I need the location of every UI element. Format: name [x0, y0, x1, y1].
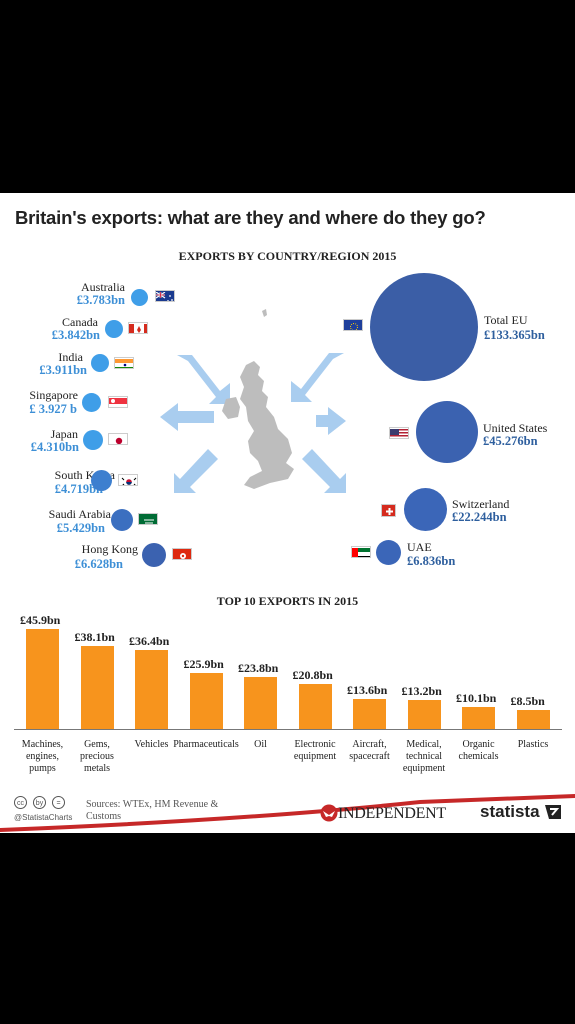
bar: [516, 710, 550, 729]
statista-logo: statista: [480, 802, 540, 821]
bar-category-label: Machines, engines, pumps: [21, 739, 64, 774]
cc-icon: cc: [14, 796, 27, 809]
bar-category-label: Organic chemicals: [458, 739, 499, 762]
bar-value-label: £20.8bn: [292, 667, 333, 682]
bar: [353, 699, 386, 729]
footer-red-swoosh: [0, 794, 575, 832]
bar-value-label: £45.9bn: [20, 613, 61, 627]
country-bubble: [83, 430, 103, 450]
country-value: £3.783bn: [76, 293, 125, 307]
country-value: £4.310bn: [30, 440, 79, 454]
country-name: Hong Kong: [81, 542, 138, 556]
bar-section-title: TOP 10 EXPORTS IN 2015: [216, 594, 359, 608]
region-value: £45.276bn: [483, 434, 538, 448]
country-bubble: [131, 289, 148, 306]
japan-flag-icon: [108, 433, 128, 445]
bar-category-label: Plastics: [517, 739, 549, 750]
by-icon: by: [33, 796, 46, 809]
uk-map-graphic: [160, 309, 346, 493]
bar-category-label: Medical, technical equipment: [402, 739, 446, 774]
region-name: UAE: [407, 540, 432, 554]
usa-flag-icon: [389, 427, 409, 439]
bar-value-label: £36.4bn: [129, 633, 170, 648]
sources-text: Sources: WTEx, HM Revenue & Customs: [86, 799, 219, 822]
bar-value-label: £13.6bn: [347, 683, 388, 698]
bar-value-label: £10.1bn: [456, 690, 497, 705]
bar-category-label: Oil: [254, 739, 267, 750]
page-title: Britain's exports: what are they and whe…: [15, 207, 486, 228]
nd-icon: =: [52, 796, 65, 809]
bar: [462, 706, 495, 729]
region-name: Total EU: [484, 313, 528, 327]
bar-category-label: Electronic equipment: [293, 739, 337, 762]
country-value: £3.911bn: [39, 363, 87, 377]
south-korea-flag-icon: [118, 474, 138, 486]
bar: [80, 645, 114, 729]
bar-category-label: Aircraft, spacecraft: [349, 739, 390, 762]
bar-value-label: £25.9bn: [183, 656, 224, 671]
saudi-arabia-flag-icon: [138, 513, 158, 525]
country-value: £5.429bn: [56, 521, 105, 535]
canada-flag-icon: [128, 322, 148, 334]
eagle-icon: [320, 804, 338, 822]
hong-kong-flag-icon: [172, 548, 192, 560]
switzerland-flag-icon: [381, 504, 396, 517]
country-bubble: [91, 354, 109, 372]
bar: [189, 672, 223, 729]
map-section-title: EXPORTS BY COUNTRY/REGION 2015: [178, 249, 397, 263]
country-name: Singapore: [29, 388, 78, 402]
statista-handle: @StatistaCharts: [14, 813, 73, 822]
country-name: India: [58, 350, 83, 364]
region-value: £22.244bn: [452, 510, 507, 524]
country-value: £ 3.927 b: [29, 402, 77, 416]
country-bubble: [82, 393, 101, 412]
india-flag-icon: [114, 357, 134, 369]
bar-category-label: Vehicles: [134, 739, 169, 750]
region-name: United States: [483, 421, 548, 435]
country-bubble: [91, 470, 112, 491]
arrow-icons: [160, 353, 346, 493]
region-value: £6.836bn: [407, 554, 456, 568]
bar-chart: £45.9bn Machines, engines, pumps £38.1bn Ge…: [0, 193, 575, 793]
bar: [135, 649, 168, 729]
statista-mark-icon: [545, 805, 561, 819]
country-name: Saudi Arabia: [48, 507, 111, 521]
bar: [407, 700, 441, 729]
bar-value-label: £8.5bn: [510, 694, 545, 709]
country-value: £4.719bn: [54, 482, 103, 496]
region-value: £133.365bn: [484, 328, 545, 342]
country-name: Canada: [62, 315, 98, 329]
region-bubble: [370, 273, 478, 381]
infographic-card: Britain's exports: what are they and whe…: [0, 193, 575, 833]
country-bubble: [111, 509, 133, 531]
region-name: Switzerland: [452, 497, 510, 511]
bar-category-label: Pharmaceuticals: [173, 739, 239, 750]
bar-value-label: £23.8bn: [238, 661, 279, 676]
country-name: Japan: [50, 427, 78, 441]
australia-flag-icon: [155, 290, 175, 302]
singapore-flag-icon: [108, 396, 128, 408]
country-bubble: [142, 543, 166, 567]
bar-category-label: Gems, precious metals: [80, 739, 114, 774]
bar-value-label: £13.2bn: [401, 684, 442, 699]
eu-flag-icon: [343, 319, 363, 331]
bar: [26, 629, 59, 729]
independent-logo: INDEPENDENT: [338, 805, 446, 822]
region-bubble: [376, 540, 401, 565]
bar-value-label: £38.1bn: [74, 629, 115, 644]
country-value: £3.842bn: [51, 328, 100, 342]
country-value: £6.628bn: [74, 557, 123, 571]
bar-axis-line: [14, 729, 562, 730]
region-bubble: [416, 401, 478, 463]
uae-flag-icon: [351, 546, 371, 558]
country-bubble: [105, 320, 123, 338]
country-name: Australia: [81, 280, 125, 294]
bar: [244, 677, 277, 729]
region-bubble: [404, 488, 447, 531]
bar: [298, 683, 332, 729]
